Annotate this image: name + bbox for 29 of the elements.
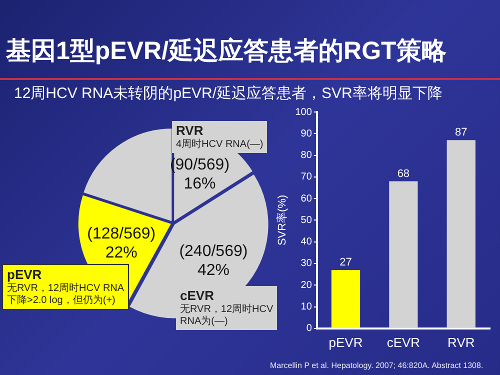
slice-label: pEVR — [7, 267, 42, 282]
text: 4周时HCV RNA(—) — [176, 139, 264, 150]
data-label: (240/569) 42% — [179, 242, 248, 279]
data-label: (128/569) 22% — [87, 225, 156, 262]
y-tick-label: 30 — [300, 258, 312, 270]
y-tick-label: 50 — [300, 214, 312, 226]
y-tick-label: 100 — [295, 106, 312, 118]
y-tick-label: 10 — [300, 302, 312, 313]
y-tick-label: 60 — [300, 193, 312, 204]
data-label: 27 — [340, 256, 352, 269]
y-tick-label: 20 — [300, 280, 312, 291]
y-tick-label: 90 — [300, 128, 312, 140]
y-axis-title: SVR率(%) — [276, 194, 289, 246]
x-tick-label: pEVR — [328, 334, 363, 350]
text: 无RVR，12周时HCV RNA为(—) — [180, 304, 274, 327]
slice-label: cEVR — [180, 288, 214, 303]
chart-subtitle: 12周HCV RNA未转阴的pEVR/延迟应答患者，SVR率将明显下降 — [14, 84, 442, 103]
y-tick-label: 0 — [306, 323, 312, 334]
slice-label: RVR — [176, 123, 204, 138]
x-tick-label: cEVR — [386, 334, 420, 350]
y-tick-label: 70 — [300, 172, 312, 183]
y-tick-label: 80 — [300, 150, 312, 162]
y-tick-label: 40 — [300, 236, 312, 248]
data-label: 87 — [455, 126, 468, 139]
text: 无RVR，12周时HCV RNA 下降>2.0 log，但仍为(+) — [7, 283, 124, 306]
text: Marcellin P et al. Hepatology. 2007; 46:820A. Abstract 1308. — [270, 361, 484, 370]
chart-title: 基因1型pEVR/延迟应答患者的RGT策略 — [6, 36, 446, 67]
x-tick-label: RVR — [448, 334, 475, 350]
data-label: 68 — [397, 168, 410, 180]
